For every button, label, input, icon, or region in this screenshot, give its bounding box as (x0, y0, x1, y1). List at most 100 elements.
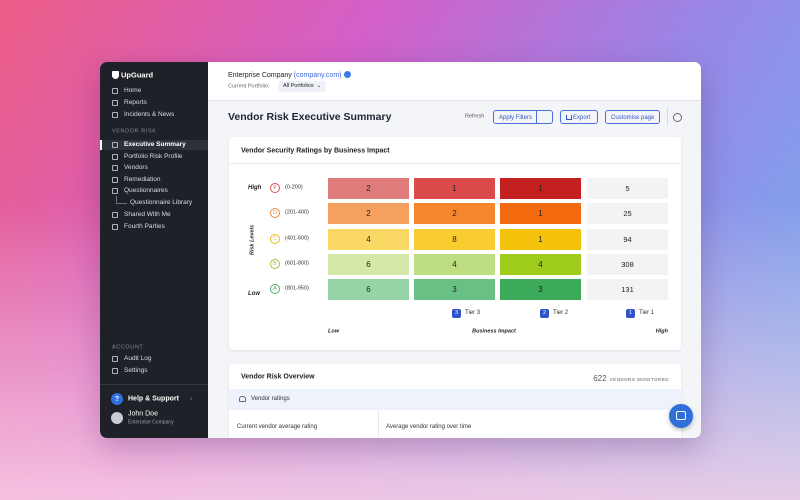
nav-item[interactable]: Home (124, 86, 142, 94)
heatmap-cell[interactable]: 2 (328, 202, 409, 224)
grade-range: (201-400) (285, 209, 309, 216)
grade-badge: F (270, 183, 280, 193)
nav-icon (112, 154, 118, 160)
heatmap-cell[interactable]: 2 (414, 202, 495, 224)
tier-label: Tier 3 (465, 310, 481, 316)
heatmap-cell[interactable]: 4 (414, 253, 495, 275)
nav-icon (112, 165, 118, 171)
grade-badge: B (270, 259, 280, 269)
top-bar: Enterprise Company (company.com) Current … (208, 62, 701, 101)
verified-icon (344, 71, 352, 78)
heatmap-cell[interactable]: 308 (587, 253, 668, 275)
action-label[interactable]: Export (573, 114, 591, 121)
info-icon[interactable] (673, 113, 682, 122)
tab-label[interactable]: Vendor ratings (251, 396, 290, 402)
divider (100, 384, 208, 385)
column-header: Average vendor rating over time (386, 424, 472, 430)
nav-icon (112, 177, 118, 183)
tier-label: Tier 1 (639, 310, 655, 316)
brand[interactable]: UpGuard (121, 70, 154, 80)
heatmap-cell[interactable]: 2 (328, 177, 409, 199)
y-axis-label: Risk Levels (249, 224, 256, 256)
heatmap-cell[interactable]: 1 (500, 202, 581, 224)
action-label[interactable]: Customise page (611, 114, 655, 121)
action-button[interactable]: Apply Filters (493, 110, 553, 124)
grade-range: (401-600) (285, 235, 309, 242)
heatmap-cell[interactable]: 8 (414, 228, 495, 250)
nav-item[interactable]: Questionnaire Library (130, 198, 193, 206)
active-bar (100, 140, 102, 150)
heatmap-cell[interactable]: 1 (414, 177, 495, 199)
tree-line (116, 196, 127, 204)
page-title: Vendor Risk Executive Summary (228, 110, 392, 123)
help-icon: ? (111, 393, 123, 405)
heatmap-cell[interactable]: 4 (500, 253, 581, 275)
y-high: High (248, 185, 262, 191)
nav-icon (112, 142, 118, 148)
overview-card: Vendor Risk Overview 622 VENDORS MONITORED… (229, 364, 681, 438)
heatmap-cell[interactable]: 25 (587, 202, 668, 224)
heatmap-cell[interactable]: 94 (587, 228, 668, 250)
card-divider (229, 163, 681, 164)
chat-button[interactable] (669, 404, 693, 428)
card-title: Vendor Security Ratings by Business Impa… (241, 147, 390, 155)
filter-icon (536, 111, 553, 123)
company-line: Enterprise Company (company.com) (228, 71, 352, 79)
heatmap-cell[interactable]: 3 (500, 278, 581, 300)
x-low: Low (328, 328, 339, 335)
grade-range: (0-200) (285, 184, 303, 191)
nav-item[interactable]: Reports (124, 98, 147, 106)
heatmap-cell[interactable]: 6 (328, 253, 409, 275)
nav-item[interactable]: Incidents & News (124, 110, 175, 118)
matrix-card: Vendor Security Ratings by Business Impa… (229, 137, 681, 350)
nav-item[interactable]: Shared With Me (124, 210, 171, 218)
grade-badge: D (270, 208, 280, 218)
heatmap-cell[interactable]: 3 (414, 278, 495, 300)
action-button[interactable]: Customise page (605, 110, 660, 124)
refresh[interactable]: Refresh (465, 113, 485, 120)
app-window: UpGuard Home Reports Incidents & News VENDOR… (100, 62, 701, 438)
avatar (111, 412, 123, 424)
heatmap-cell[interactable]: 6 (328, 278, 409, 300)
nav-item[interactable]: Executive Summary (124, 140, 186, 148)
nav-item[interactable]: Vendors (124, 163, 148, 171)
active-bg (100, 140, 208, 150)
nav-icon (112, 368, 118, 374)
user-company: Enterprise Company (128, 419, 174, 426)
tier-badge: 3 (452, 308, 461, 318)
heatmap-cell[interactable]: 131 (587, 278, 668, 300)
nav-icon (112, 100, 118, 106)
divider (667, 108, 668, 125)
nav-icon (112, 88, 118, 94)
heatmap-cell[interactable]: 5 (587, 177, 668, 199)
y-low: Low (248, 291, 260, 297)
nav-icon (112, 356, 118, 362)
help-link[interactable]: Help & Support (128, 395, 179, 403)
nav-icon (112, 212, 118, 218)
nav-item[interactable]: Questionnaires (124, 186, 168, 194)
company-domain[interactable]: (company.com) (293, 72, 342, 79)
heatmap-cell[interactable]: 1 (500, 177, 581, 199)
chevron: › (190, 395, 193, 403)
nav-item[interactable]: Fourth Parties (124, 222, 165, 230)
user-name[interactable]: John Doe (128, 410, 158, 418)
action-label[interactable]: Apply Filters (499, 114, 533, 121)
company-name: Enterprise Company (228, 72, 292, 79)
nav-item[interactable]: Settings (124, 366, 148, 374)
dropdown-caret: ⌄ (316, 83, 322, 89)
nav-item[interactable]: Remediation (124, 175, 161, 183)
x-axis-label: Business Impact (472, 328, 516, 335)
action-button[interactable]: Export (560, 110, 598, 124)
tier-badge: 2 (540, 308, 549, 318)
portfolio-value[interactable]: All Portfolios (283, 83, 314, 89)
sidebar: UpGuard Home Reports Incidents & News VENDOR… (100, 62, 208, 438)
nav-item[interactable]: Audit Log (124, 354, 152, 362)
heatmap-cell[interactable]: 1 (500, 228, 581, 250)
nav-icon (112, 224, 118, 230)
x-high: High (655, 328, 668, 335)
nav-item[interactable]: Portfolio Risk Profile (124, 152, 183, 160)
nav-icon (112, 188, 118, 194)
portfolio-select[interactable]: All Portfolios ⌄ (278, 81, 327, 92)
heatmap-cell[interactable]: 4 (328, 228, 409, 250)
logo-icon (112, 71, 119, 79)
